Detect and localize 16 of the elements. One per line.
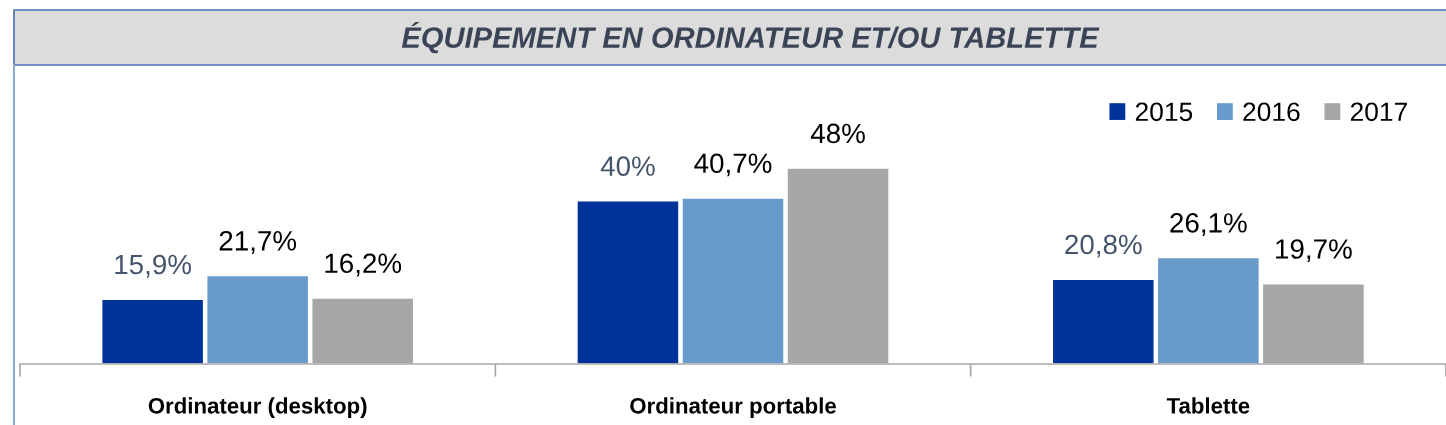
data-label: 26,1% [1170, 213, 1247, 236]
legend-label: 2015 [1135, 102, 1193, 122]
data-label: 15,9% [115, 254, 192, 278]
data-label: 20,8% [1065, 234, 1142, 258]
legend-label: 2016 [1243, 102, 1300, 122]
data-label: 48% [810, 123, 865, 144]
legend-label: 2017 [1350, 102, 1407, 122]
data-label: 19,7% [1276, 239, 1352, 263]
x-tick-label: Ordinateur portable [630, 397, 836, 419]
data-label: 16,2% [325, 253, 402, 277]
chart-title: ÉQUIPEMENT EN ORDINATEUR ET/OU TABLETTE [401, 21, 1100, 54]
data-label: 40,7% [694, 153, 772, 177]
data-label: 21,7% [219, 230, 297, 254]
x-tick-label: Tablette [1166, 397, 1250, 414]
data-label: 40% [600, 156, 655, 176]
x-tick-label: Ordinateur (desktop) [148, 397, 367, 419]
